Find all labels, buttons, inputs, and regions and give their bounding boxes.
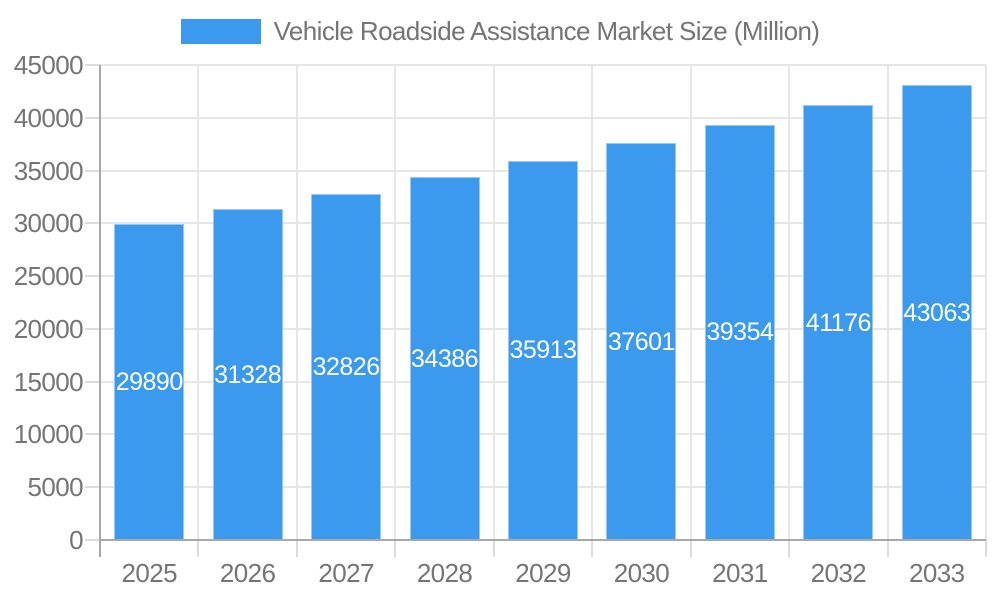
y-axis-tick [85, 275, 100, 278]
bar[interactable] [606, 143, 677, 540]
y-axis-tick-label: 40000 [13, 102, 84, 133]
x-axis-tick-label: 2031 [712, 558, 768, 588]
gridline-vertical [689, 65, 692, 540]
x-axis-tick [197, 540, 200, 557]
y-axis-tick-label: 30000 [13, 208, 84, 239]
y-axis-tick-label: 5000 [27, 472, 84, 503]
x-axis-tick [492, 540, 495, 557]
x-axis-tick-label: 2030 [613, 558, 670, 588]
x-axis-tick-label: 2025 [121, 558, 177, 588]
y-axis-tick-label: 10000 [13, 419, 84, 450]
bar[interactable] [409, 177, 480, 540]
x-axis-tick [295, 540, 298, 557]
y-axis-tick-label: 20000 [13, 313, 84, 344]
y-axis-tick-label: 25000 [13, 261, 84, 292]
x-axis-tick-label: 2032 [810, 558, 867, 588]
bar[interactable] [311, 193, 382, 540]
x-axis-tick-label: 2027 [318, 558, 374, 588]
legend: Vehicle Roadside Assistance Market Size … [0, 16, 1000, 47]
y-axis-tick [85, 433, 100, 436]
bar-value-label: 35913 [509, 336, 577, 365]
x-axis-line [100, 539, 986, 541]
y-axis-tick [85, 380, 100, 383]
legend-item[interactable]: Vehicle Roadside Assistance Market Size … [180, 16, 820, 47]
bar-value-label: 32826 [312, 352, 381, 381]
bar-value-label: 41176 [805, 308, 872, 337]
y-axis-tick [85, 169, 100, 172]
gridline-vertical [197, 65, 200, 540]
x-axis-tick [788, 540, 791, 557]
x-axis-tick-label: 2026 [219, 558, 276, 588]
legend-label: Vehicle Roadside Assistance Market Size … [273, 16, 820, 46]
y-axis-tick-label: 15000 [13, 366, 84, 397]
bar[interactable] [803, 105, 874, 540]
bar[interactable] [704, 124, 775, 540]
bar[interactable] [508, 160, 578, 540]
x-axis-tick [591, 540, 594, 557]
x-axis-tick-label: 2033 [909, 558, 965, 588]
gridline-horizontal [100, 116, 986, 119]
y-axis-line [99, 65, 101, 557]
bar-value-label: 37601 [607, 327, 676, 356]
bar-value-label: 39354 [706, 318, 774, 347]
bar-value-label: 34386 [411, 344, 479, 373]
bar-value-label: 29890 [115, 368, 184, 397]
gridline-vertical [591, 65, 594, 540]
gridline-vertical [394, 65, 397, 540]
y-axis-tick [85, 222, 100, 225]
y-axis-tick-label: 35000 [13, 155, 84, 186]
gridline-vertical [886, 65, 889, 540]
bar[interactable] [212, 209, 283, 540]
gridline-vertical [492, 65, 495, 540]
x-axis-tick [985, 540, 987, 557]
y-axis-tick [85, 486, 100, 489]
x-axis-tick [689, 540, 692, 557]
gridline-vertical [985, 65, 987, 540]
gridline-vertical [295, 65, 298, 540]
bar[interactable] [901, 85, 972, 540]
y-axis-tick-label: 0 [69, 525, 83, 555]
y-axis-tick [85, 327, 100, 330]
x-axis-tick-label: 2028 [416, 558, 473, 588]
x-axis-tick [394, 540, 397, 557]
bar[interactable] [114, 224, 185, 540]
legend-swatch-icon [180, 19, 261, 44]
y-axis-tick-label: 45000 [13, 50, 84, 80]
x-axis-tick [886, 540, 889, 557]
gridline-horizontal [100, 64, 986, 66]
bar-value-label: 31328 [214, 360, 282, 389]
y-axis-tick [85, 64, 100, 66]
y-axis-tick [85, 539, 100, 541]
x-axis-tick-label: 2029 [515, 558, 571, 588]
bar-value-label: 43063 [903, 298, 971, 327]
y-axis-tick [85, 116, 100, 119]
gridline-vertical [788, 65, 791, 540]
